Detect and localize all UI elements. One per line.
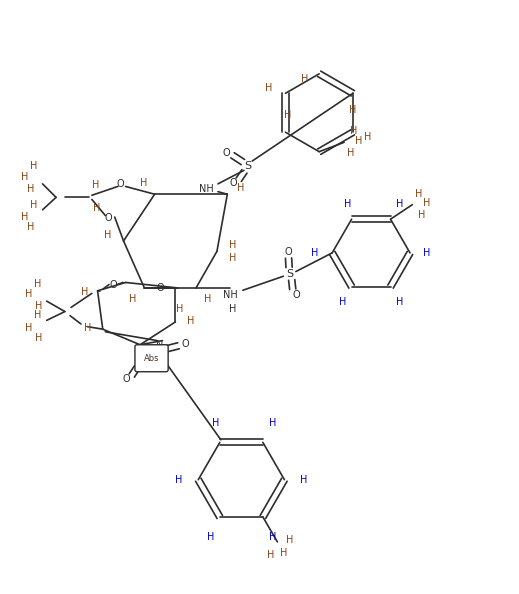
Text: H: H — [142, 353, 149, 363]
Text: H: H — [140, 178, 147, 188]
Text: H: H — [229, 304, 236, 314]
Text: H: H — [301, 74, 308, 84]
Text: H: H — [207, 532, 214, 542]
Text: H: H — [229, 252, 236, 263]
Text: H: H — [265, 83, 272, 93]
Text: H: H — [204, 294, 211, 304]
Text: H: H — [35, 333, 43, 343]
Text: H: H — [81, 287, 88, 297]
FancyBboxPatch shape — [135, 345, 168, 372]
Text: H: H — [21, 172, 29, 182]
Text: O: O — [284, 247, 292, 257]
Text: H: H — [27, 184, 34, 194]
Text: NH: NH — [223, 290, 237, 301]
Text: O: O — [182, 339, 189, 349]
Text: S: S — [286, 268, 293, 279]
Text: H: H — [92, 180, 99, 190]
Text: H: H — [175, 475, 182, 485]
Text: H: H — [355, 136, 362, 146]
Text: H: H — [229, 240, 236, 250]
Text: H: H — [415, 189, 423, 199]
Text: N: N — [156, 340, 163, 350]
Text: H: H — [284, 110, 292, 120]
Text: H: H — [268, 418, 276, 428]
Text: O: O — [156, 283, 163, 293]
Text: O: O — [104, 213, 112, 223]
Text: H: H — [34, 279, 41, 289]
Text: S: S — [244, 161, 252, 171]
Text: O: O — [110, 280, 117, 289]
Text: H: H — [34, 310, 41, 320]
Text: O: O — [230, 178, 237, 188]
Text: NH: NH — [199, 184, 214, 194]
Text: H: H — [280, 548, 288, 558]
Text: H: H — [268, 532, 276, 542]
Text: O: O — [117, 179, 124, 189]
Text: H: H — [187, 316, 195, 326]
Text: H: H — [350, 126, 357, 136]
Text: H: H — [25, 289, 33, 299]
Text: H: H — [27, 223, 34, 232]
Text: H: H — [364, 132, 371, 143]
Text: H: H — [347, 148, 354, 158]
Text: H: H — [418, 210, 426, 220]
Text: Abs: Abs — [144, 354, 159, 363]
Text: H: H — [176, 304, 183, 314]
Text: H: H — [396, 297, 404, 307]
Text: H: H — [301, 475, 308, 485]
Text: H: H — [35, 301, 43, 311]
Text: H: H — [344, 198, 351, 208]
Text: H: H — [30, 161, 37, 171]
Text: H: H — [104, 230, 112, 240]
Text: H: H — [25, 323, 33, 333]
Text: H: H — [93, 203, 101, 213]
Text: H: H — [285, 535, 293, 545]
Text: H: H — [237, 183, 244, 193]
Text: H: H — [21, 212, 29, 222]
Text: H: H — [311, 248, 319, 258]
Text: H: H — [129, 294, 136, 304]
Text: H: H — [338, 297, 346, 307]
Text: O: O — [223, 148, 230, 158]
Text: O: O — [123, 374, 130, 384]
Text: H: H — [349, 105, 357, 115]
Text: H: H — [212, 418, 220, 428]
Text: H: H — [396, 198, 404, 208]
Text: H: H — [423, 198, 431, 207]
Text: H: H — [84, 323, 91, 333]
Text: H: H — [30, 200, 37, 210]
Text: H: H — [267, 550, 275, 560]
Text: O: O — [292, 290, 299, 301]
Text: H: H — [424, 248, 431, 258]
